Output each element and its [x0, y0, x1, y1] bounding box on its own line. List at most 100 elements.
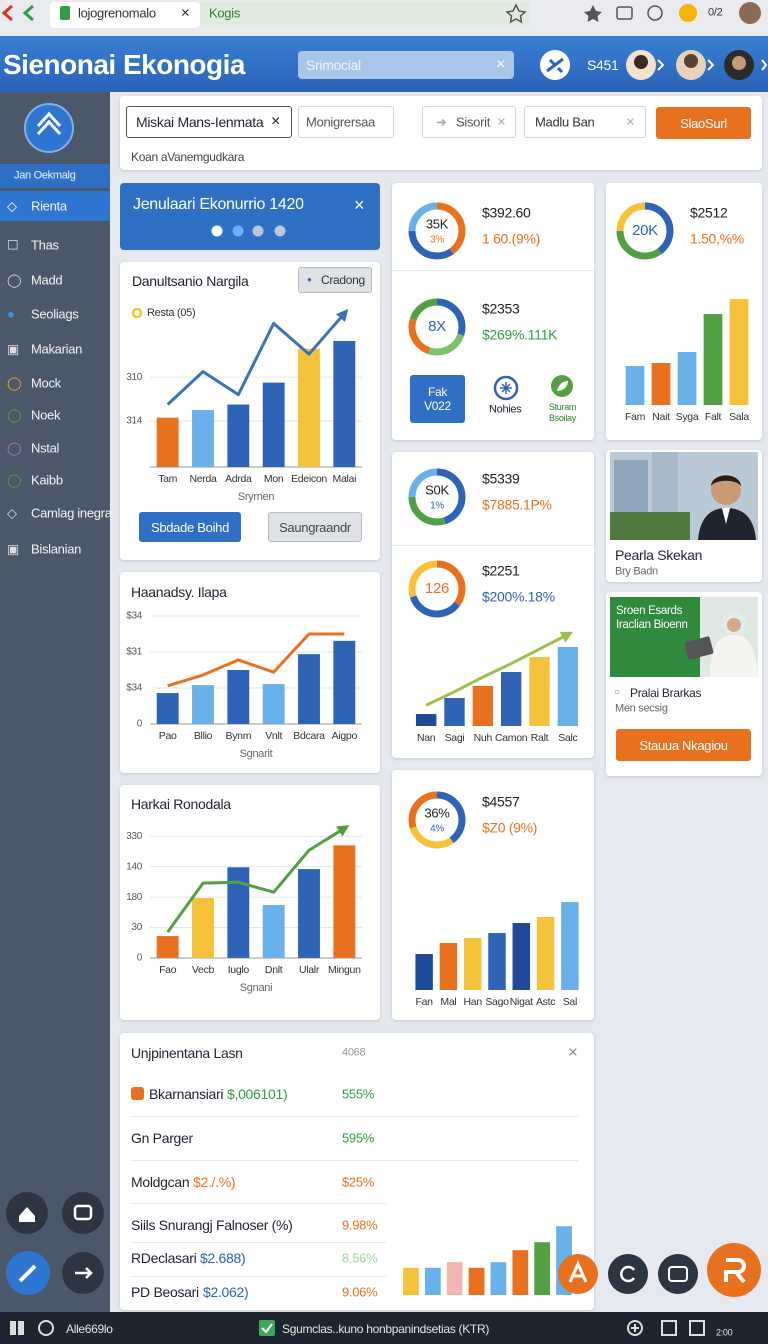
chart-button[interactable]: Sbdade Boihd [139, 512, 241, 542]
profile-name: Pearla Skekan [615, 547, 703, 563]
sidebar-icon: ☐ [7, 237, 19, 253]
promo-label: Pralai Brarkas [630, 686, 702, 700]
tab-close[interactable]: × [181, 4, 190, 22]
row-amount: $2.688) [200, 1250, 246, 1266]
row-value: 555% [342, 1086, 375, 1102]
sidebar-item[interactable]: Bislanian [31, 541, 82, 557]
row-label: Gn Parger [131, 1130, 193, 1146]
chart-card [120, 785, 380, 1020]
row-value: 8.56% [342, 1250, 378, 1266]
search-clear[interactable]: × [496, 56, 506, 73]
row-divider [131, 1242, 386, 1243]
search-text[interactable]: Srimocial [306, 57, 361, 73]
banner-title: Jenulaari Ekonurrio 1420 [133, 196, 304, 213]
filter-chip[interactable] [126, 106, 292, 138]
promo-button-text[interactable]: Stauua Nkagiou [639, 737, 728, 753]
filter-chip[interactable] [298, 106, 394, 138]
row-amount: $2./.%) [193, 1174, 236, 1190]
sidebar-item[interactable]: Camlag inegra [31, 505, 112, 521]
filter-chip-text[interactable]: Miskai Mans-Ienmata [136, 114, 264, 130]
filter-chip-text[interactable]: Madlu Ban [535, 114, 595, 130]
sidebar-item[interactable]: Kaibb [31, 472, 63, 488]
sidebar-item[interactable]: Madd [31, 272, 63, 288]
filter-chip-text[interactable]: Monigrersaa [306, 114, 375, 130]
chart-badge[interactable] [298, 267, 372, 293]
chart-badge-text[interactable]: Cradong [321, 273, 365, 287]
taskbar-icons [10, 1320, 705, 1336]
sidebar-icon: ◯ [7, 375, 22, 391]
chip-close[interactable]: × [626, 113, 635, 131]
filter-chip[interactable] [422, 106, 516, 138]
chart-button-text[interactable]: Saungraandr [279, 519, 351, 535]
sidebar-buttons [6, 1192, 104, 1295]
row-divider [131, 1116, 578, 1117]
action-icons [493, 375, 573, 401]
sidebar-icon: ◯ [7, 272, 22, 288]
divider [392, 270, 594, 271]
table-card [120, 1033, 594, 1310]
profile-photo [610, 452, 758, 540]
promo-dot: ○ [614, 687, 620, 698]
filter-button-text[interactable]: SlaoSurl [680, 115, 727, 131]
sidebar-section: Jan Oekmalg [14, 169, 76, 182]
taskbar-text: Alle669lo [66, 1322, 113, 1336]
filter-chip-text[interactable]: Sisorit [456, 114, 491, 130]
action-tile[interactable] [410, 375, 465, 423]
floating-buttons[interactable] [550, 1240, 768, 1308]
promo-image-text: Sroen Esards Iraclian Bioenn [616, 605, 688, 631]
table-title: Unjpinentana Lasn [131, 1045, 243, 1061]
row-icon [131, 1087, 144, 1100]
row-value: $25% [342, 1174, 375, 1190]
sidebar-icon: ● [7, 306, 15, 322]
row-value: 9.06% [342, 1284, 378, 1300]
banner-dots [211, 225, 286, 237]
sidebar-icon: ▣ [7, 341, 19, 357]
chart-title: Harkai Ronodala [131, 796, 231, 812]
sidebar-item[interactable]: Mock [31, 375, 61, 391]
row-label: PD Beosari [131, 1284, 199, 1300]
row-divider [131, 1160, 578, 1161]
chip-close[interactable]: × [497, 113, 506, 131]
action-text[interactable]: Sturam Bsoilay [548, 402, 577, 423]
promo-button[interactable]: Stauua Nkagiou [616, 729, 751, 761]
sidebar-item[interactable]: Noek [31, 407, 61, 423]
header-badge: S451 [587, 57, 619, 73]
row-divider [131, 1203, 386, 1204]
header-icons [540, 50, 768, 80]
promo-image [610, 597, 758, 677]
banner-close[interactable]: × [354, 195, 365, 215]
row-label: Moldgcan [131, 1174, 190, 1190]
chart-title: Danultsanio Nargila [132, 273, 249, 289]
chart-button-text[interactable]: Sbdade Boihd [150, 519, 230, 535]
filter-button[interactable]: SlaoSurl [656, 107, 751, 139]
sidebar-item[interactable]: Thas [31, 237, 59, 253]
row-label: Siils Snurangj Falnoser (%) [131, 1217, 293, 1233]
chart-card [120, 572, 380, 773]
table-close[interactable]: × [568, 1042, 578, 1062]
search-box[interactable] [298, 51, 514, 79]
browser-counter: 0/2 [708, 6, 723, 19]
row-divider [131, 1276, 386, 1277]
taskbar-task[interactable]: Sgumclas..kuno honbpanindsetias (KTR) [282, 1322, 490, 1336]
chip-close[interactable]: × [271, 113, 281, 130]
sidebar [0, 92, 110, 1312]
filter-chip[interactable] [524, 106, 646, 138]
sidebar-item[interactable]: Makarian [31, 341, 83, 357]
address-text[interactable]: Kogis [209, 5, 241, 21]
sidebar-item[interactable]: Seoliags [31, 306, 79, 322]
tab-title[interactable]: lojogrenomalo [78, 5, 156, 21]
action-text[interactable]: Fak V022 [424, 385, 451, 413]
promo-note: Men secsig [615, 702, 668, 715]
sidebar-item[interactable]: Nstal [31, 440, 60, 456]
chip-icon: ➜ [436, 114, 447, 130]
row-amount: $,006101) [227, 1086, 288, 1102]
sidebar-icon: ◯ [7, 472, 22, 488]
sidebar-icon: ◯ [7, 407, 22, 423]
divider [392, 545, 594, 546]
sidebar-item[interactable]: Rienta [31, 198, 67, 214]
sidebar-icon: ▣ [7, 541, 19, 557]
action-text[interactable]: Nohies [489, 403, 522, 416]
chart-button[interactable]: Saungraandr [268, 512, 362, 542]
